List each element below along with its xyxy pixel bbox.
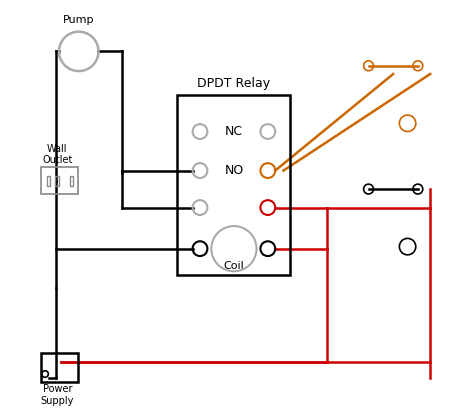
- Text: Wall
Outlet: Wall Outlet: [42, 144, 73, 166]
- Text: NC: NC: [225, 125, 243, 138]
- Bar: [41, 168, 78, 194]
- Text: NO: NO: [224, 164, 244, 177]
- Bar: [47, 176, 50, 186]
- Bar: [70, 176, 73, 186]
- Bar: [177, 94, 291, 275]
- Text: Coil: Coil: [224, 261, 244, 271]
- Bar: [41, 353, 78, 382]
- Text: Pump: Pump: [63, 16, 94, 26]
- Text: Power
Supply: Power Supply: [41, 384, 74, 406]
- Text: DPDT Relay: DPDT Relay: [197, 77, 271, 90]
- Bar: [55, 176, 59, 186]
